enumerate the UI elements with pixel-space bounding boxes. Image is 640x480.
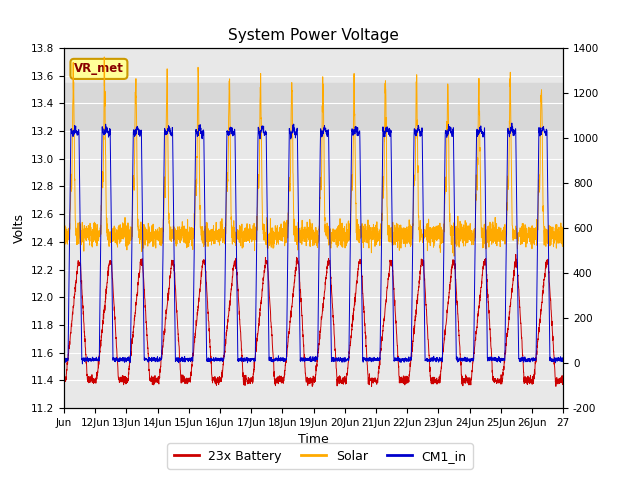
Text: VR_met: VR_met (74, 62, 124, 75)
Y-axis label: Volts: Volts (12, 213, 26, 243)
X-axis label: Time: Time (298, 433, 329, 446)
Legend: 23x Battery, Solar, CM1_in: 23x Battery, Solar, CM1_in (167, 444, 473, 469)
Title: System Power Voltage: System Power Voltage (228, 28, 399, 43)
Bar (64, 83, 563, 131)
